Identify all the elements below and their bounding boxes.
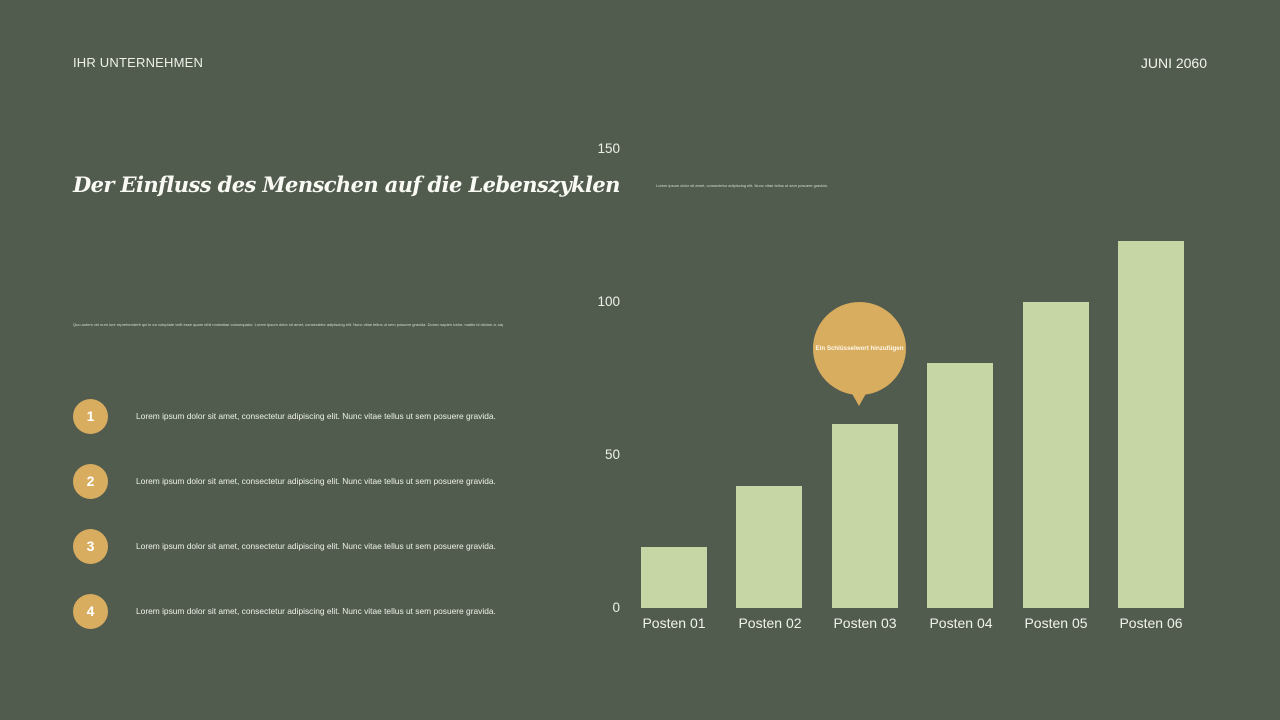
x-axis-label: Posten 04: [929, 615, 993, 631]
list-item-text: Lorem ipsum dolor sit amet, consectetur …: [136, 606, 496, 616]
number-badge: 1: [73, 398, 108, 434]
bar: [1118, 240, 1184, 608]
x-axis-label: Posten 03: [833, 615, 897, 631]
number-badge: 3: [73, 528, 108, 564]
callout-bubble: Ein Schlüsselwort hinzufügen: [813, 302, 906, 395]
callout-text: Ein Schlüsselwort hinzufügen: [815, 345, 904, 352]
number-badge: 4: [73, 593, 108, 629]
list-item-text: Lorem ipsum dolor sit amet, consectetur …: [136, 411, 496, 421]
x-axis-label: Posten 01: [642, 615, 706, 631]
x-axis-label: Posten 02: [738, 615, 802, 631]
y-axis-tick: 100: [597, 294, 620, 309]
bar: [1022, 302, 1089, 608]
company-name: IHR UNTERNEHMEN: [73, 55, 204, 70]
bar: [736, 485, 803, 608]
bar: [927, 363, 994, 608]
list-item: 1 Lorem ipsum dolor sit amet, consectetu…: [73, 398, 513, 434]
list-item-text: Lorem ipsum dolor sit amet, consectetur …: [136, 541, 496, 551]
y-axis-tick: 50: [604, 447, 620, 462]
y-axis-tick: 0: [612, 600, 620, 615]
date-label: JUNI 2060: [1140, 55, 1207, 71]
slide-title: Der Einfluss des Menschen auf die Lebens…: [73, 172, 620, 197]
x-axis-label: Posten 05: [1024, 615, 1088, 631]
bar: [831, 424, 898, 608]
y-axis-tick: 150: [597, 141, 620, 156]
list-item: 3 Lorem ipsum dolor sit amet, consectetu…: [73, 528, 513, 564]
number-badge: 2: [73, 463, 108, 499]
intro-paragraph: Quo autem vel eum iure reprehenderit qui…: [73, 322, 503, 327]
list-item: 4 Lorem ipsum dolor sit amet, consectetu…: [73, 593, 513, 629]
bar: [641, 546, 707, 608]
list-item: 2 Lorem ipsum dolor sit amet, consectetu…: [73, 463, 513, 499]
chart-note: Lorem ipsum dolor sit amet, consectetur …: [656, 183, 828, 188]
x-axis-label: Posten 06: [1119, 615, 1183, 631]
list-item-text: Lorem ipsum dolor sit amet, consectetur …: [136, 476, 496, 486]
